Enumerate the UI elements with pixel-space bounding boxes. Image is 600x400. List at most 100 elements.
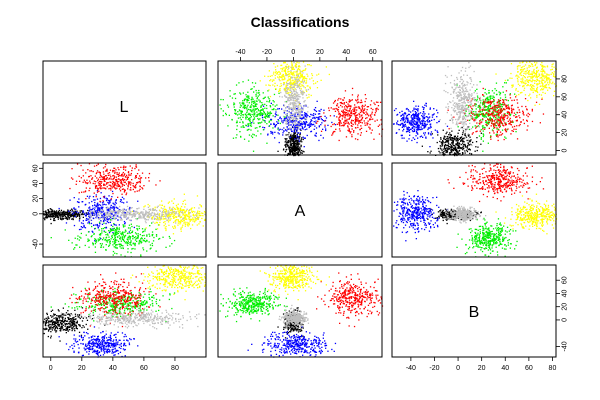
data-point	[464, 135, 467, 137]
data-point	[121, 232, 123, 234]
data-point	[155, 234, 158, 236]
data-point	[251, 101, 253, 103]
data-point	[377, 105, 380, 107]
data-point	[468, 144, 470, 146]
data-point	[459, 94, 462, 96]
data-point	[500, 116, 502, 118]
data-point	[320, 134, 322, 136]
data-point	[538, 93, 541, 96]
data-point	[461, 123, 464, 125]
data-point	[340, 98, 342, 100]
data-point	[553, 83, 555, 85]
data-point	[308, 64, 310, 66]
data-point	[501, 133, 504, 135]
data-point	[421, 122, 423, 125]
data-point	[292, 152, 294, 154]
data-point	[404, 123, 406, 126]
data-point	[278, 78, 280, 81]
data-point	[363, 112, 365, 114]
data-point	[458, 145, 461, 147]
data-point	[245, 115, 248, 117]
data-point	[289, 136, 292, 138]
data-point	[536, 83, 538, 85]
data-point	[292, 99, 294, 101]
data-point	[254, 105, 256, 107]
data-point	[536, 71, 539, 73]
data-point	[279, 76, 281, 78]
data-point	[517, 79, 519, 81]
data-point	[113, 246, 115, 248]
data-point	[280, 68, 282, 70]
data-point	[466, 74, 468, 76]
data-point	[296, 100, 298, 102]
data-point	[75, 208, 77, 210]
data-point	[468, 105, 470, 107]
data-point	[536, 96, 538, 98]
data-point	[285, 92, 287, 95]
data-point	[458, 149, 461, 152]
data-point	[257, 130, 259, 132]
data-point	[250, 123, 252, 125]
data-point	[278, 141, 280, 144]
data-point	[101, 223, 104, 225]
data-point	[503, 101, 505, 103]
data-point	[441, 152, 443, 154]
data-point	[371, 113, 373, 115]
data-point	[458, 100, 460, 102]
data-point	[481, 110, 483, 112]
data-point	[459, 137, 462, 140]
data-point	[454, 84, 456, 86]
data-point	[511, 109, 513, 112]
data-point	[475, 103, 477, 105]
data-point	[293, 85, 295, 88]
data-point	[519, 84, 521, 87]
data-point	[463, 101, 465, 103]
data-point	[124, 242, 127, 244]
data-point	[285, 90, 287, 92]
data-point	[109, 216, 112, 218]
data-point	[504, 94, 506, 96]
data-point	[538, 73, 540, 75]
data-point	[447, 139, 449, 141]
data-point	[308, 124, 310, 126]
data-point	[467, 82, 469, 84]
data-point	[266, 113, 269, 115]
data-point	[278, 129, 280, 131]
data-point	[464, 112, 467, 115]
data-point	[461, 109, 463, 111]
data-point	[281, 64, 283, 66]
data-point	[339, 112, 341, 115]
data-point	[254, 103, 257, 105]
data-point	[370, 107, 372, 110]
data-point	[268, 84, 270, 86]
data-point	[295, 89, 297, 91]
data-point	[291, 61, 293, 63]
data-point	[318, 126, 320, 128]
data-point	[292, 94, 295, 96]
data-point	[511, 99, 513, 102]
data-point	[342, 99, 345, 101]
data-point	[542, 73, 544, 75]
data-point	[294, 108, 296, 110]
data-point	[449, 119, 451, 121]
data-point	[49, 208, 51, 210]
data-point	[487, 96, 489, 98]
data-point	[482, 127, 484, 129]
data-point	[506, 129, 508, 131]
data-point	[296, 94, 298, 96]
data-point	[413, 108, 415, 111]
data-point	[471, 98, 473, 100]
data-point	[520, 80, 522, 83]
data-point	[484, 101, 486, 103]
data-point	[412, 130, 414, 133]
data-point	[288, 73, 290, 75]
data-point	[251, 113, 253, 116]
data-point	[297, 139, 299, 142]
data-point	[410, 124, 412, 126]
data-point	[238, 109, 241, 111]
data-point	[474, 114, 476, 116]
data-point	[437, 134, 439, 136]
data-point	[291, 84, 293, 86]
data-point	[288, 123, 290, 125]
data-point	[366, 124, 368, 126]
